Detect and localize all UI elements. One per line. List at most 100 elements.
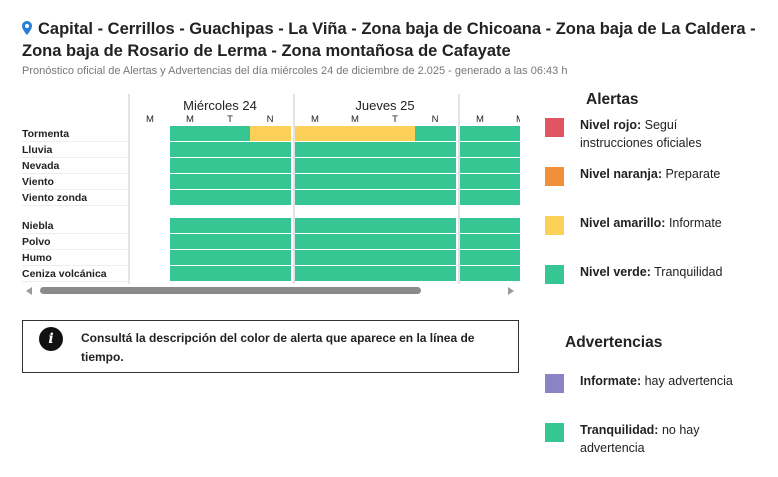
period-label: M [516, 114, 520, 125]
period-label: M [476, 114, 484, 125]
alert-cell-verde [210, 190, 250, 205]
row-label: Viento zonda [22, 190, 130, 206]
alert-cell-verde [210, 158, 250, 173]
legend-text: Informate: hay advertencia [580, 372, 740, 390]
horizontal-scrollbar[interactable] [22, 285, 520, 297]
alert-cell-verde [415, 218, 456, 233]
period-label: N [431, 114, 439, 125]
subtitle: Pronóstico oficial de Alertas y Adverten… [22, 65, 568, 77]
legend-desc: Seguí instrucciones oficiales [580, 118, 702, 150]
alert-cell-amarillo [335, 126, 375, 141]
alert-cell-verde [335, 190, 375, 205]
day-separator [458, 94, 460, 284]
alert-cell-verde [250, 266, 291, 281]
legend-desc: Tranquilidad [654, 265, 723, 279]
alert-cell-verde [460, 234, 500, 249]
alert-cell-verde [415, 250, 456, 265]
alert-cell-verde [415, 142, 456, 157]
alert-cell-verde [170, 218, 210, 233]
alert-cell-verde [335, 266, 375, 281]
info-box: i Consultá la descripción del color de a… [22, 320, 519, 373]
alert-cell-verde [415, 126, 456, 141]
alert-cell-verde [335, 218, 375, 233]
legend-swatch [545, 118, 564, 137]
alert-cell-verde [375, 266, 415, 281]
legend-name: Tranquilidad: [580, 423, 659, 437]
row-label: Ceniza volcánica [22, 266, 130, 282]
legend-name: Nivel amarillo: [580, 216, 666, 230]
alertas-heading: Alertas [586, 91, 639, 108]
alert-cell-verde [170, 266, 210, 281]
alert-cell-verde [210, 266, 250, 281]
info-icon: i [39, 327, 63, 351]
day-header: Vi [470, 98, 520, 113]
alert-cell-verde [210, 174, 250, 189]
alert-cell-verde [210, 218, 250, 233]
alert-cell-verde [250, 190, 291, 205]
alert-cell-verde [170, 234, 210, 249]
alert-cell-verde [500, 174, 520, 189]
legend-name: Informate: [580, 374, 642, 388]
alert-cell-verde [415, 174, 456, 189]
alert-cell-verde [295, 142, 335, 157]
alert-cell-verde [460, 218, 500, 233]
alert-cell-verde [210, 126, 250, 141]
scroll-left-icon[interactable] [26, 287, 32, 295]
alert-cell-verde [210, 142, 250, 157]
scrollbar-thumb[interactable] [40, 287, 421, 294]
alert-cell-verde [295, 190, 335, 205]
alert-cell-verde [460, 174, 500, 189]
alert-cell-verde [335, 158, 375, 173]
alert-cell-verde [170, 250, 210, 265]
alert-cell-verde [335, 234, 375, 249]
alert-cell-verde [210, 234, 250, 249]
location-pin-icon [22, 21, 32, 35]
period-label: N [266, 114, 274, 125]
alert-cell-verde [250, 234, 291, 249]
legend-desc: Preparate [665, 167, 721, 181]
legend-text: Nivel amarillo: Informate [580, 214, 740, 232]
legend-swatch [545, 216, 564, 235]
row-label: Polvo [22, 234, 130, 250]
alert-cell-verde [170, 158, 210, 173]
alert-cell-verde [415, 190, 456, 205]
alert-cell-verde [415, 266, 456, 281]
alert-cell-verde [250, 142, 291, 157]
legend-text: Nivel rojo: Seguí instrucciones oficiale… [580, 116, 740, 152]
alert-cell-amarillo [295, 126, 335, 141]
alert-cell-verde [500, 142, 520, 157]
alert-cell-verde [335, 174, 375, 189]
alert-cell-verde [460, 250, 500, 265]
page-title: Capital - Cerrillos - Guachipas - La Viñ… [22, 18, 772, 62]
alert-cell-verde [250, 218, 291, 233]
alert-cell-verde [415, 234, 456, 249]
legend-desc: hay advertencia [644, 374, 733, 388]
legend-name: Nivel verde: [580, 265, 651, 279]
advertencias-heading: Advertencias [565, 334, 663, 351]
alert-cell-verde [500, 158, 520, 173]
day-header: Jueves 25 [355, 98, 415, 113]
legend-swatch [545, 167, 564, 186]
alert-cell-verde [170, 174, 210, 189]
legend-name: Nivel naranja: [580, 167, 662, 181]
alert-cell-verde [375, 142, 415, 157]
row-label: Viento [22, 174, 130, 190]
title-text: Capital - Cerrillos - Guachipas - La Viñ… [22, 20, 756, 60]
scroll-right-icon[interactable] [508, 287, 514, 295]
alert-cell-verde [460, 142, 500, 157]
alert-cell-verde [500, 190, 520, 205]
alert-cell-verde [295, 174, 335, 189]
period-label: T [227, 114, 233, 125]
legend-desc: no hay advertencia [580, 423, 700, 455]
period-label: M [351, 114, 359, 125]
alert-cell-verde [295, 266, 335, 281]
legend-swatch [545, 423, 564, 442]
row-label: Nevada [22, 158, 130, 174]
alert-cell-verde [375, 218, 415, 233]
alert-cell-verde [295, 218, 335, 233]
alert-cell-verde [460, 126, 500, 141]
alert-cell-verde [460, 266, 500, 281]
row-label: Humo [22, 250, 130, 266]
alert-cell-verde [500, 218, 520, 233]
